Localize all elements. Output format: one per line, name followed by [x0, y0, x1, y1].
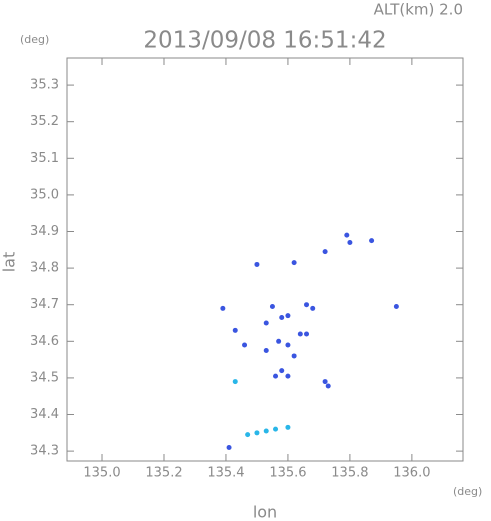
chart-title: 2013/09/08 16:51:42	[143, 28, 386, 54]
echo-point	[254, 430, 260, 436]
y-tick-label: 35.0	[30, 187, 59, 202]
y-tick-label: 34.4	[30, 407, 59, 422]
echo-point	[279, 368, 285, 374]
altitude-label: ALT(km) 2.0	[374, 1, 463, 19]
echo-point	[269, 304, 275, 310]
plot-frame	[66, 57, 464, 462]
echo-point	[263, 320, 269, 326]
echo-point	[291, 353, 297, 359]
echo-point	[369, 238, 375, 244]
echo-point	[245, 432, 251, 438]
echo-point	[322, 379, 328, 385]
echo-point	[273, 373, 279, 379]
echo-point	[322, 249, 328, 255]
echo-point	[347, 239, 353, 245]
echo-point	[393, 304, 399, 310]
y-tick-label: 35.2	[30, 114, 59, 129]
echo-point	[310, 305, 316, 311]
x-unit: (deg)	[453, 485, 482, 498]
echo-point	[297, 331, 303, 337]
y-tick-label: 35.3	[30, 78, 59, 93]
echo-point	[304, 331, 310, 337]
x-tick-label: 135.2	[145, 466, 182, 481]
y-tick-label: 35.1	[30, 151, 59, 166]
x-tick-label: 135.4	[207, 466, 244, 481]
echo-point	[226, 444, 232, 450]
y-tick-label: 34.6	[30, 334, 59, 349]
x-axis-label: lon	[253, 503, 277, 521]
echo-point	[344, 232, 350, 238]
echo-point	[291, 260, 297, 266]
x-tick-label: 135.8	[331, 466, 368, 481]
y-tick-label: 34.5	[30, 370, 59, 385]
echo-point	[263, 428, 269, 434]
echo-point	[263, 347, 269, 353]
y-tick-label: 34.7	[30, 297, 59, 312]
y-axis-label: lat	[0, 252, 19, 273]
echo-point	[325, 383, 331, 389]
x-tick-label: 136.0	[393, 466, 430, 481]
y-unit: (deg)	[20, 33, 49, 46]
x-tick-label: 135.0	[83, 466, 120, 481]
echo-point	[232, 327, 238, 333]
x-tick-label: 135.6	[269, 466, 306, 481]
y-tick-label: 34.8	[30, 261, 59, 276]
echo-point	[273, 426, 279, 432]
y-tick-label: 34.3	[30, 444, 59, 459]
echo-point	[279, 315, 285, 321]
y-tick-label: 34.9	[30, 224, 59, 239]
echo-point	[285, 313, 291, 319]
echo-point	[276, 338, 282, 344]
echo-point	[285, 342, 291, 348]
echo-point	[285, 373, 291, 379]
echo-point	[232, 379, 238, 385]
echo-point	[242, 342, 248, 348]
echo-point	[304, 302, 310, 308]
echo-point	[254, 261, 260, 267]
echo-point	[285, 424, 291, 430]
echo-point	[220, 305, 226, 311]
